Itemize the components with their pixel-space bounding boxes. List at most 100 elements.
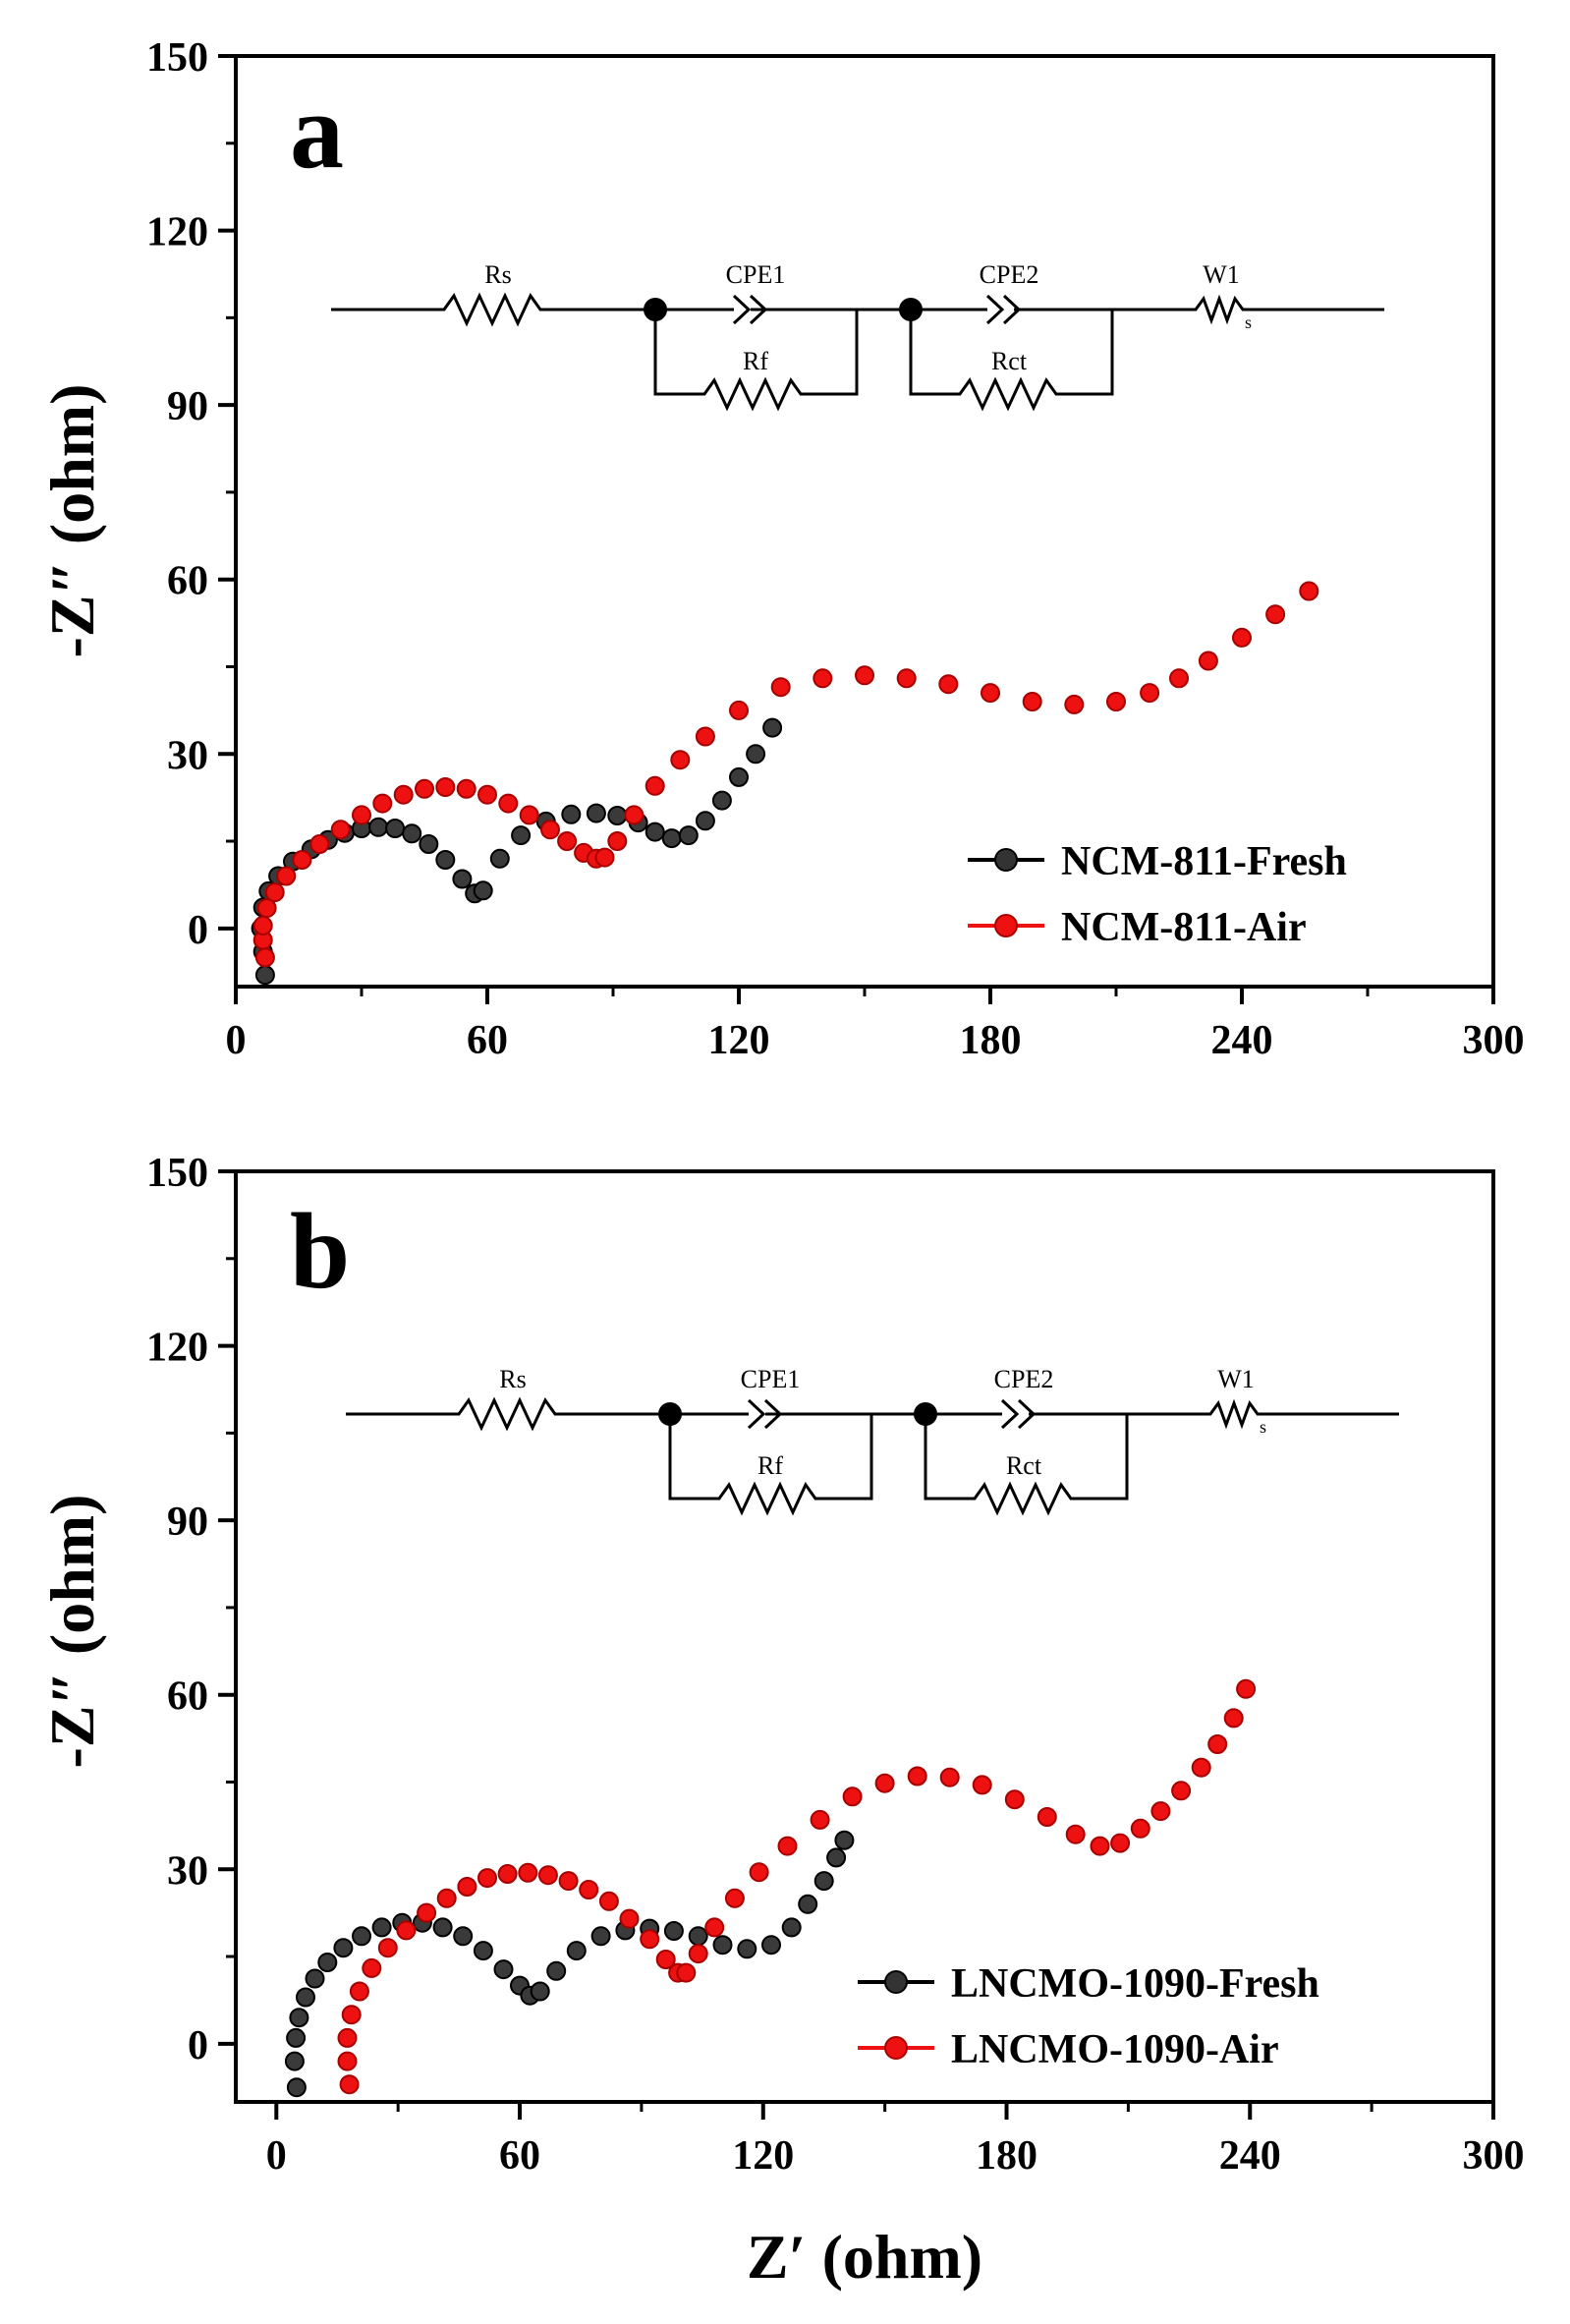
circuit-node-2 <box>899 298 923 321</box>
data-point-air <box>1232 627 1252 648</box>
data-point-fresh <box>286 2027 307 2048</box>
circuit-node-1 <box>644 298 667 321</box>
x-ticks-b <box>274 2102 1495 2120</box>
circuit-wire-rf <box>653 310 859 412</box>
data-point-fresh <box>566 1941 587 1961</box>
x-tick-label: 60 <box>467 1018 508 1063</box>
data-point-air <box>498 793 519 814</box>
data-point-air <box>645 775 665 796</box>
data-point-fresh <box>590 1926 611 1947</box>
data-point-air <box>252 915 273 935</box>
data-point-air <box>777 1836 798 1856</box>
data-point-air <box>1140 683 1160 704</box>
data-point-air <box>1110 1833 1131 1853</box>
circuit-label-w1: W1 <box>1203 260 1240 289</box>
x-tick-label: 240 <box>1211 1018 1273 1063</box>
equivalent-circuit-a: Rs CPE1 Rf CPE2 Rct W1 s <box>331 260 1384 412</box>
circuit-label-cpe1-b: CPE1 <box>741 1365 801 1393</box>
y-tick-label: 30 <box>167 1848 208 1894</box>
circuit-label-rct-b: Rct <box>1006 1451 1042 1480</box>
data-point-fresh <box>452 869 473 889</box>
circuit-label-rf: Rf <box>743 347 768 375</box>
data-point-fresh <box>284 2051 305 2071</box>
data-point-air <box>339 2074 360 2095</box>
legend-entry-fresh-b: LNCMO-1090-Fresh <box>858 1961 1319 2007</box>
data-point-fresh <box>286 2077 307 2098</box>
data-point-fresh <box>333 1938 354 1958</box>
data-point-fresh <box>546 1960 567 1981</box>
data-point-fresh <box>695 811 715 831</box>
legend-b: LNCMO-1090-Fresh LNCMO-1090-Air <box>858 1961 1319 2072</box>
data-point-air <box>1191 1757 1211 1778</box>
data-point-fresh <box>661 828 682 849</box>
cpe1-symbol <box>732 294 768 325</box>
data-point-air <box>1106 692 1126 711</box>
circuit-label-w1-b: W1 <box>1217 1365 1255 1393</box>
data-point-fresh <box>473 880 493 901</box>
x-tick-label: 300 <box>1463 1018 1525 1063</box>
data-point-fresh <box>586 803 606 823</box>
data-point-air <box>292 850 312 870</box>
circuit-label-rs: Rs <box>484 260 511 289</box>
data-point-fresh <box>834 1830 855 1850</box>
data-point-fresh <box>317 1953 338 1972</box>
data-point-air <box>981 683 1000 704</box>
legend-entry-fresh-a: NCM-811-Fresh <box>968 839 1347 884</box>
y-ticks-b <box>218 1169 236 2046</box>
data-point-air <box>330 820 351 840</box>
panel-b: 0 60 120 180 240 300 0 30 60 90 120 150 b -Z″ (ohm… <box>37 1151 1525 2292</box>
data-point-air <box>1265 604 1286 625</box>
y-ticks-a <box>218 54 236 931</box>
data-point-fresh <box>352 1926 371 1947</box>
y-tick-labels-a: 0 30 60 90 120 150 <box>146 35 208 953</box>
data-point-fresh <box>473 1941 493 1961</box>
data-point-air <box>337 2051 358 2071</box>
data-point-air <box>1130 1818 1150 1839</box>
data-point-air <box>688 1944 708 1964</box>
data-point-air <box>619 1908 640 1929</box>
data-point-air <box>896 668 917 689</box>
circuit-wire-rs-b <box>346 1396 670 1432</box>
legend-label-air-a: NCM-811-Air <box>1061 905 1307 950</box>
data-point-air <box>1171 1781 1192 1801</box>
data-point-air <box>264 882 285 903</box>
circuit-label-cpe2: CPE2 <box>980 260 1039 289</box>
data-point-air <box>770 677 791 698</box>
data-point-air <box>362 1957 382 1978</box>
data-point-air <box>749 1862 769 1883</box>
data-point-air <box>842 1786 863 1807</box>
circuit-label-rf-b: Rf <box>757 1451 783 1480</box>
data-point-air <box>907 1766 927 1786</box>
circuit-wire-w1 <box>1112 294 1384 325</box>
x-tick-labels-b: 0 60 120 180 240 300 <box>266 2133 1525 2179</box>
series-markers-b <box>284 1678 1257 2098</box>
data-point-fresh <box>419 834 439 854</box>
legend-entry-air-b: LNCMO-1090-Air <box>858 2027 1279 2072</box>
data-point-fresh <box>254 965 275 986</box>
data-point-air <box>938 674 959 695</box>
data-point-air <box>1207 1734 1228 1754</box>
legend-a: NCM-811-Fresh NCM-811-Air <box>968 839 1347 950</box>
circuit-wire-rf-b <box>668 1414 873 1516</box>
x-tick-label: 60 <box>499 2133 540 2179</box>
data-point-fresh <box>435 850 456 870</box>
data-point-air <box>415 778 434 799</box>
data-point-air <box>1223 1708 1244 1729</box>
data-point-air <box>676 1962 697 1983</box>
data-point-air <box>1150 1801 1171 1822</box>
data-point-air <box>1064 694 1085 714</box>
data-point-air <box>396 1920 417 1941</box>
data-point-air <box>695 726 715 747</box>
circuit-label-rs-b: Rs <box>499 1365 526 1393</box>
data-point-air <box>417 1902 437 1923</box>
data-point-fresh <box>645 822 665 842</box>
x-tick-label: 0 <box>266 2133 287 2179</box>
data-point-air <box>558 1871 579 1892</box>
x-ticks-a <box>234 987 1495 1004</box>
legend-label-air-b: LNCMO-1090-Air <box>951 2027 1279 2072</box>
data-point-air <box>1299 581 1319 601</box>
data-point-fresh <box>761 1935 781 1956</box>
data-point-fresh <box>663 1921 684 1941</box>
y-tick-label: 90 <box>167 1500 208 1545</box>
